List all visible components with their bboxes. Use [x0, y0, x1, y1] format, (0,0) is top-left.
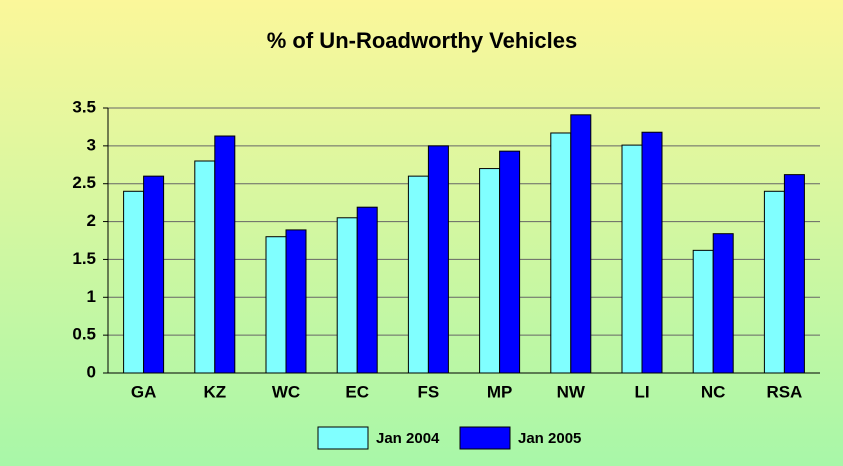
- x-tick-label: EC: [345, 382, 369, 401]
- x-tick-label: NW: [557, 382, 586, 401]
- y-tick-label: 0.5: [72, 325, 96, 344]
- x-tick-label: LI: [634, 382, 649, 401]
- bar: [123, 190, 145, 374]
- bar: [641, 131, 663, 374]
- y-tick-label: 3: [87, 135, 96, 154]
- y-tick-label: 1: [87, 287, 96, 306]
- bar: [550, 132, 572, 374]
- bar: [143, 175, 165, 374]
- legend-swatch: [317, 426, 369, 450]
- y-tick-label: 3.5: [72, 97, 96, 116]
- legend-swatch: [459, 426, 511, 450]
- y-tick-label: 1.5: [72, 249, 96, 268]
- x-tick-label: RSA: [766, 382, 802, 401]
- x-tick-label: FS: [418, 382, 440, 401]
- bar: [570, 114, 592, 374]
- bar: [783, 174, 805, 374]
- x-tick-label: WC: [272, 382, 300, 401]
- x-tick-label: KZ: [203, 382, 226, 401]
- bar: [621, 144, 643, 374]
- bar: [479, 168, 501, 374]
- bar: [285, 229, 307, 374]
- x-tick-label: MP: [487, 382, 513, 401]
- bar: [692, 249, 714, 374]
- bar: [427, 145, 449, 374]
- bar: [194, 160, 216, 374]
- bar: [356, 206, 378, 374]
- bar: [214, 135, 236, 374]
- chart-title: % of Un-Roadworthy Vehicles: [267, 28, 578, 53]
- bar: [265, 236, 287, 374]
- bar: [712, 233, 734, 374]
- legend-label: Jan 2004: [376, 430, 440, 447]
- bar: [763, 190, 785, 374]
- bar: [499, 150, 521, 374]
- y-tick-label: 2: [87, 211, 96, 230]
- y-tick-label: 2.5: [72, 173, 96, 192]
- x-tick-label: GA: [131, 382, 157, 401]
- x-tick-label: NC: [701, 382, 726, 401]
- legend-label: Jan 2005: [518, 430, 581, 447]
- bar: [336, 217, 358, 374]
- bar: [407, 175, 429, 374]
- y-tick-label: 0: [87, 362, 96, 381]
